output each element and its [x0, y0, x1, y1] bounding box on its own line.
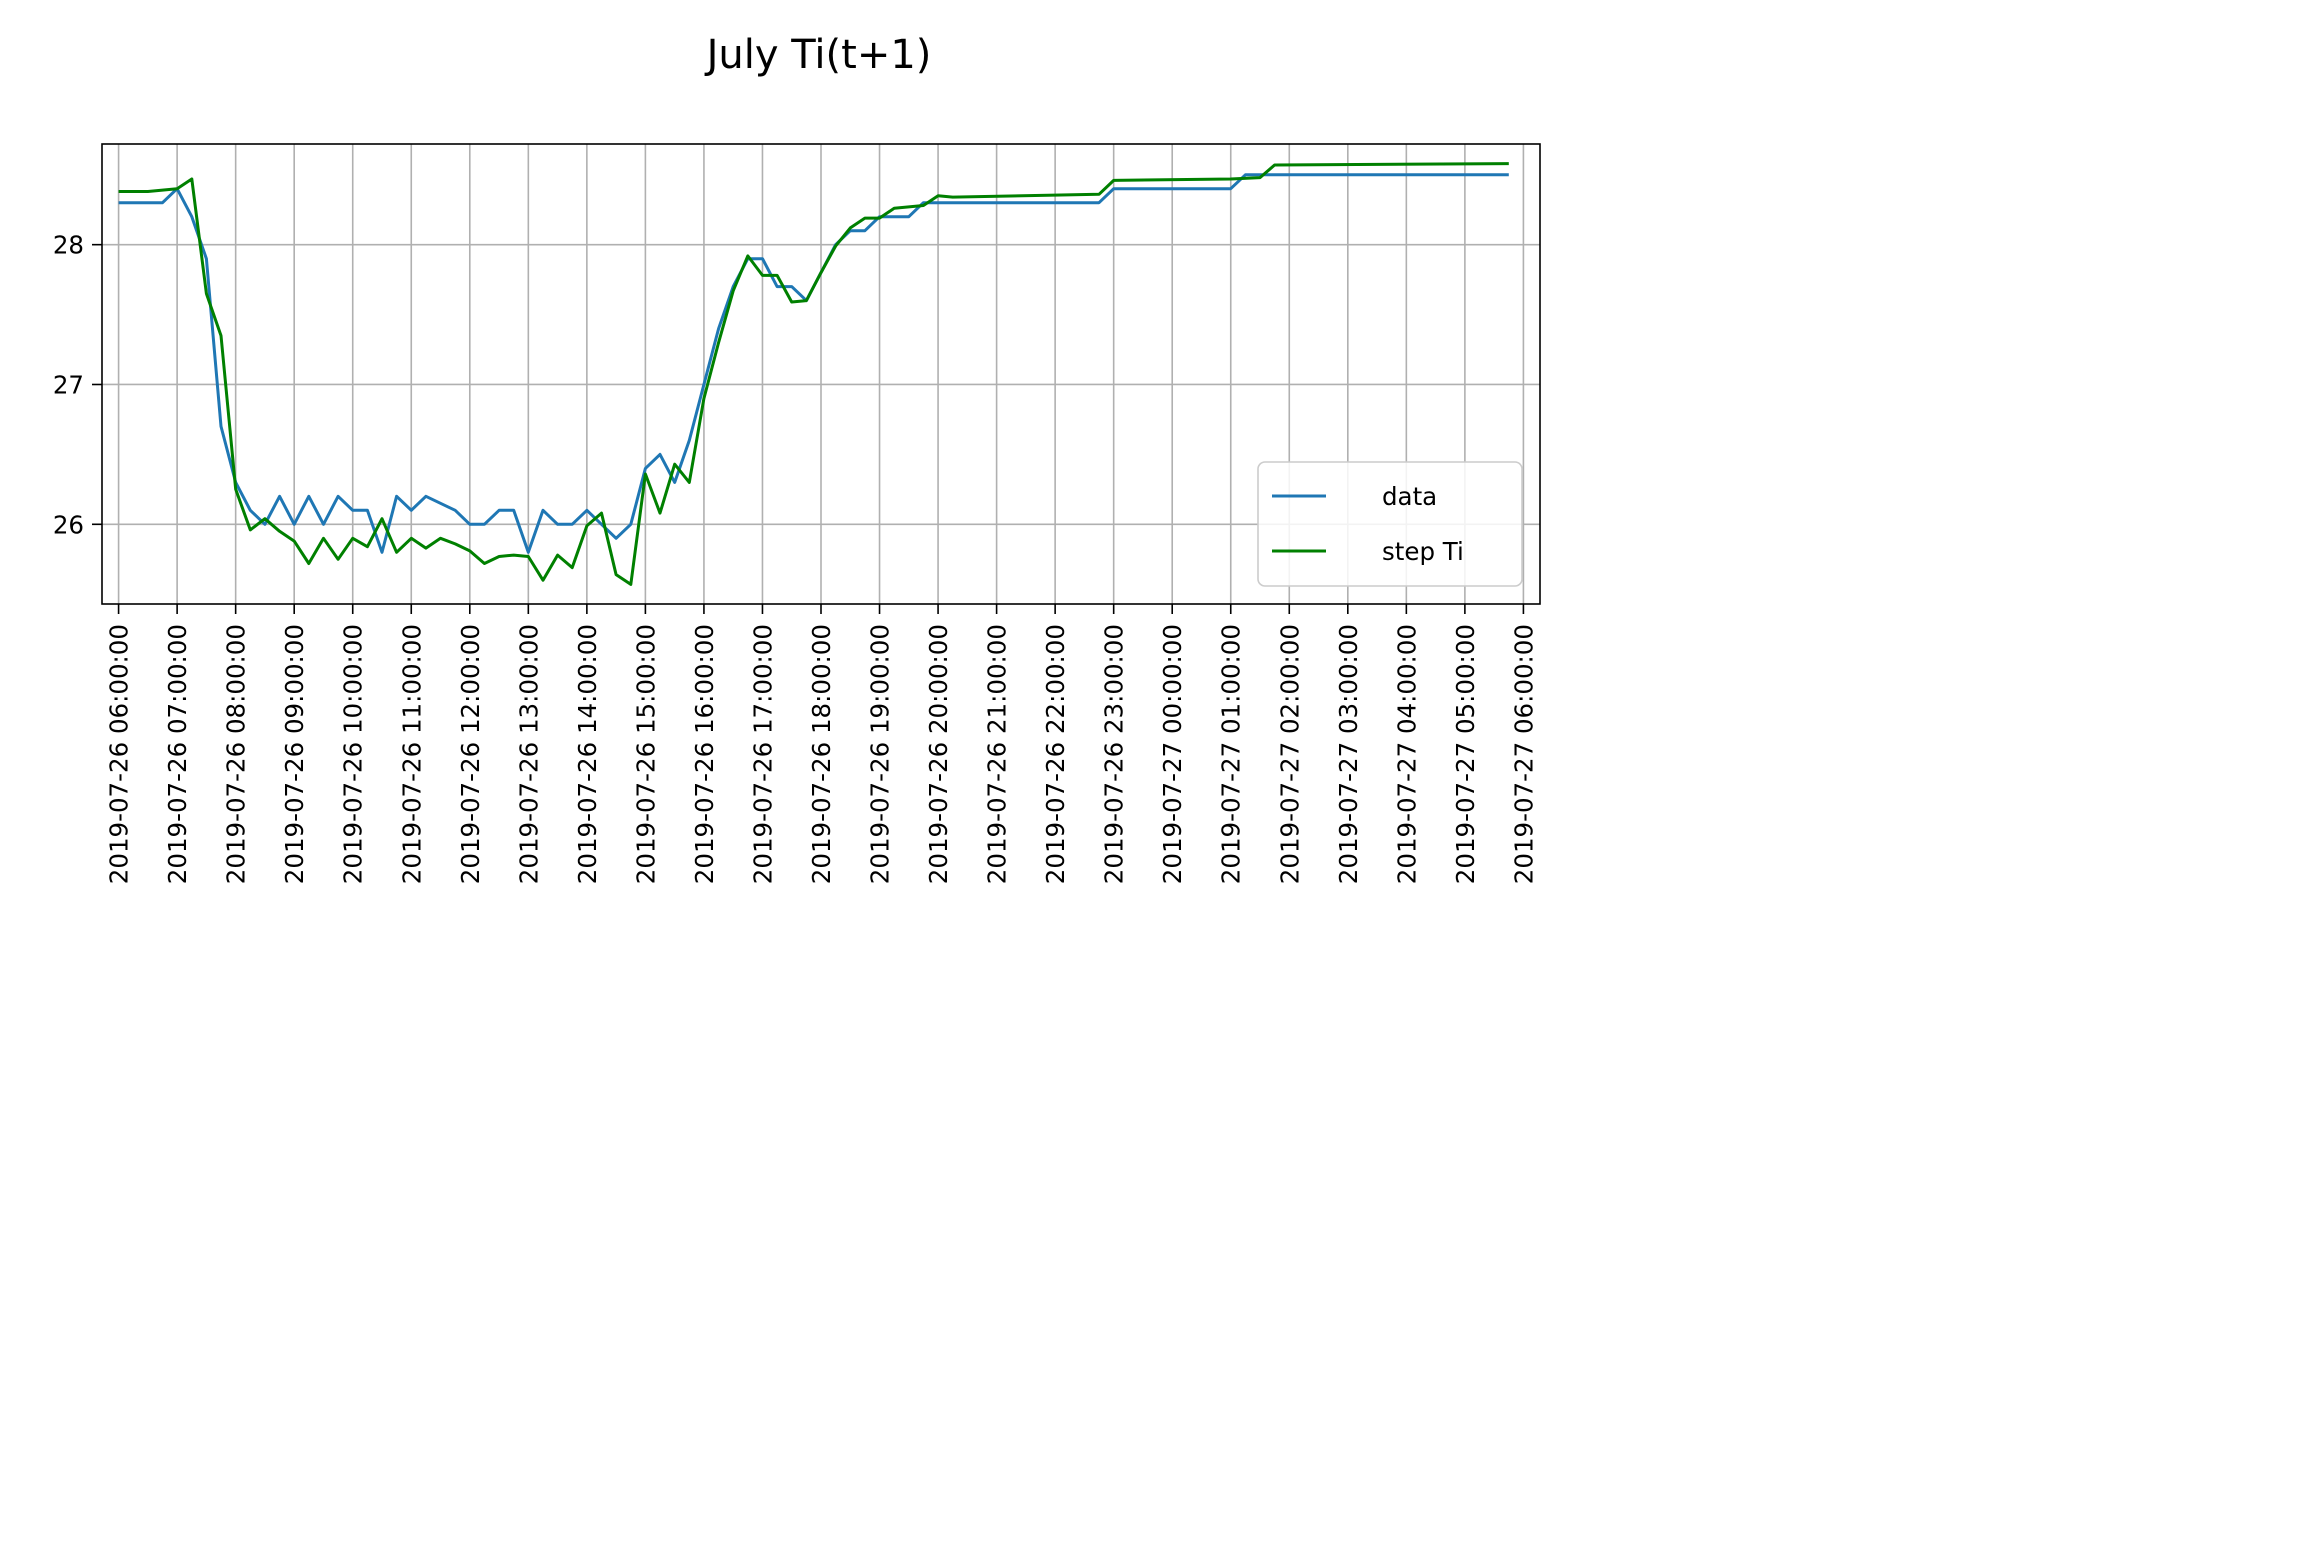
x-tick-label: 2019-07-26 23:00:00 — [1100, 624, 1129, 884]
legend-label: step Ti — [1382, 537, 1464, 566]
series-layer — [118, 162, 1509, 586]
x-tick-label: 2019-07-27 04:00:00 — [1392, 624, 1421, 884]
series-line-step-ti — [118, 162, 1509, 586]
x-tick-label: 2019-07-26 20:00:00 — [924, 624, 953, 884]
legend: data step Ti — [1257, 461, 1523, 587]
x-tick-label: 2019-07-27 01:00:00 — [1217, 624, 1246, 884]
y-tick-label: 26 — [53, 510, 84, 539]
x-tick-label: 2019-07-26 21:00:00 — [983, 624, 1012, 884]
x-tick-label: 2019-07-26 13:00:00 — [514, 624, 543, 884]
x-tick-label: 2019-07-26 09:00:00 — [280, 624, 309, 884]
x-tick-label: 2019-07-26 17:00:00 — [748, 624, 777, 884]
x-tick-label: 2019-07-26 11:00:00 — [397, 624, 426, 884]
x-tick-label: 2019-07-26 15:00:00 — [631, 624, 660, 884]
x-tick-label: 2019-07-27 03:00:00 — [1334, 624, 1363, 884]
x-tick-label: 2019-07-27 02:00:00 — [1275, 624, 1304, 884]
x-tick-label: 2019-07-26 10:00:00 — [339, 624, 368, 884]
x-tick-label: 2019-07-26 14:00:00 — [573, 624, 602, 884]
x-tick-label: 2019-07-26 08:00:00 — [222, 624, 251, 884]
y-tick-label: 28 — [53, 231, 84, 260]
legend-box — [1257, 461, 1523, 587]
y-tick-label: 27 — [53, 370, 84, 399]
x-tick-label: 2019-07-26 06:00:00 — [105, 624, 134, 884]
chart: July Ti(t+1) 2019-07-26 06:00:00 2019-07-… — [0, 0, 1568, 1060]
x-tick-label: 2019-07-27 00:00:00 — [1158, 624, 1187, 884]
x-tick-label: 2019-07-26 19:00:00 — [866, 624, 895, 884]
x-tick-label: 2019-07-26 16:00:00 — [690, 624, 719, 884]
x-tick-label: 2019-07-26 22:00:00 — [1041, 624, 1070, 884]
x-tick-label: 2019-07-26 12:00:00 — [456, 624, 485, 884]
x-tick-label: 2019-07-27 05:00:00 — [1451, 624, 1480, 884]
x-tick-label: 2019-07-27 06:00:00 — [1509, 624, 1538, 884]
x-tick-label: 2019-07-26 07:00:00 — [163, 624, 192, 884]
legend-label: data — [1382, 482, 1437, 511]
chart-title: July Ti(t+1) — [704, 32, 932, 78]
axis-ticks: 2019-07-26 06:00:00 2019-07-26 07:00:00 20… — [53, 231, 1539, 885]
x-tick-label: 2019-07-26 18:00:00 — [807, 624, 836, 884]
